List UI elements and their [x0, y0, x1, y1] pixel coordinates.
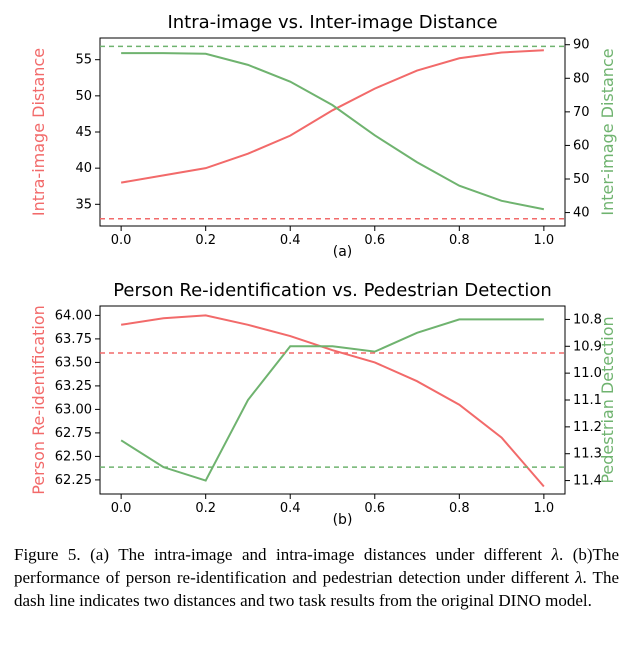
svg-text:Pedestrian Detection: Pedestrian Detection: [598, 316, 617, 483]
svg-text:62.25: 62.25: [55, 473, 92, 488]
svg-text:64.00: 64.00: [55, 308, 92, 323]
caption-prefix: Figure 5.: [14, 545, 81, 564]
svg-text:45: 45: [75, 125, 92, 140]
svg-text:(a): (a): [333, 244, 353, 258]
svg-text:0.0: 0.0: [111, 233, 132, 248]
svg-text:0.8: 0.8: [449, 501, 470, 516]
svg-text:70: 70: [573, 105, 590, 120]
svg-text:1.0: 1.0: [534, 501, 555, 516]
svg-text:0.4: 0.4: [280, 233, 301, 248]
svg-text:62.50: 62.50: [55, 449, 92, 464]
svg-text:0.2: 0.2: [195, 501, 216, 516]
chart-b: 0.0 0.2 0.4 0.6 0.8 1.0 (b) 62.25 62.50 62.75 63.0…: [10, 276, 623, 526]
svg-text:0.4: 0.4: [280, 501, 301, 516]
svg-text:40: 40: [75, 161, 92, 176]
svg-text:50: 50: [75, 89, 92, 104]
svg-text:62.75: 62.75: [55, 426, 92, 441]
svg-text:0.2: 0.2: [195, 233, 216, 248]
chart-a: 0.0 0.2 0.4 0.6 0.8 1.0 (a) 35 40 45 50 55 40 50 60 70 8…: [10, 8, 623, 258]
svg-text:Intra-image vs. Inter-image Di: Intra-image vs. Inter-image Distance: [167, 12, 497, 33]
svg-text:40: 40: [573, 206, 590, 221]
svg-text:63.75: 63.75: [55, 332, 92, 347]
figure-caption: Figure 5. (a) The intra-image and intra-…: [10, 544, 623, 613]
svg-text:80: 80: [573, 71, 590, 86]
svg-text:(b): (b): [333, 512, 353, 526]
svg-text:Person Re-identification: Person Re-identification: [29, 305, 48, 495]
svg-text:0.8: 0.8: [449, 233, 470, 248]
svg-text:63.50: 63.50: [55, 355, 92, 370]
svg-text:Inter-image Distance: Inter-image Distance: [598, 48, 617, 215]
svg-text:1.0: 1.0: [534, 233, 555, 248]
figure-container: 0.0 0.2 0.4 0.6 0.8 1.0 (a) 35 40 45 50 55 40 50 60 70 8…: [0, 0, 633, 625]
svg-text:0.6: 0.6: [364, 233, 385, 248]
svg-text:50: 50: [573, 172, 590, 187]
svg-text:Person Re-identification vs. P: Person Re-identification vs. Pedestrian …: [113, 280, 552, 301]
svg-text:0.6: 0.6: [364, 501, 385, 516]
panel-a: 0.0 0.2 0.4 0.6 0.8 1.0 (a) 35 40 45 50 55 40 50 60 70 8…: [10, 8, 623, 258]
svg-text:55: 55: [75, 53, 92, 68]
caption-lambda-1: λ: [552, 545, 559, 564]
svg-text:63.25: 63.25: [55, 379, 92, 394]
svg-text:0.0: 0.0: [111, 501, 132, 516]
svg-text:90: 90: [573, 38, 590, 53]
caption-part-a: (a) The intra-image and intra-image dist…: [90, 545, 551, 564]
svg-text:35: 35: [75, 197, 92, 212]
svg-text:Intra-image Distance: Intra-image Distance: [29, 48, 48, 216]
svg-text:63.00: 63.00: [55, 402, 92, 417]
svg-text:60: 60: [573, 138, 590, 153]
panel-b: 0.0 0.2 0.4 0.6 0.8 1.0 (b) 62.25 62.50 62.75 63.0…: [10, 276, 623, 526]
